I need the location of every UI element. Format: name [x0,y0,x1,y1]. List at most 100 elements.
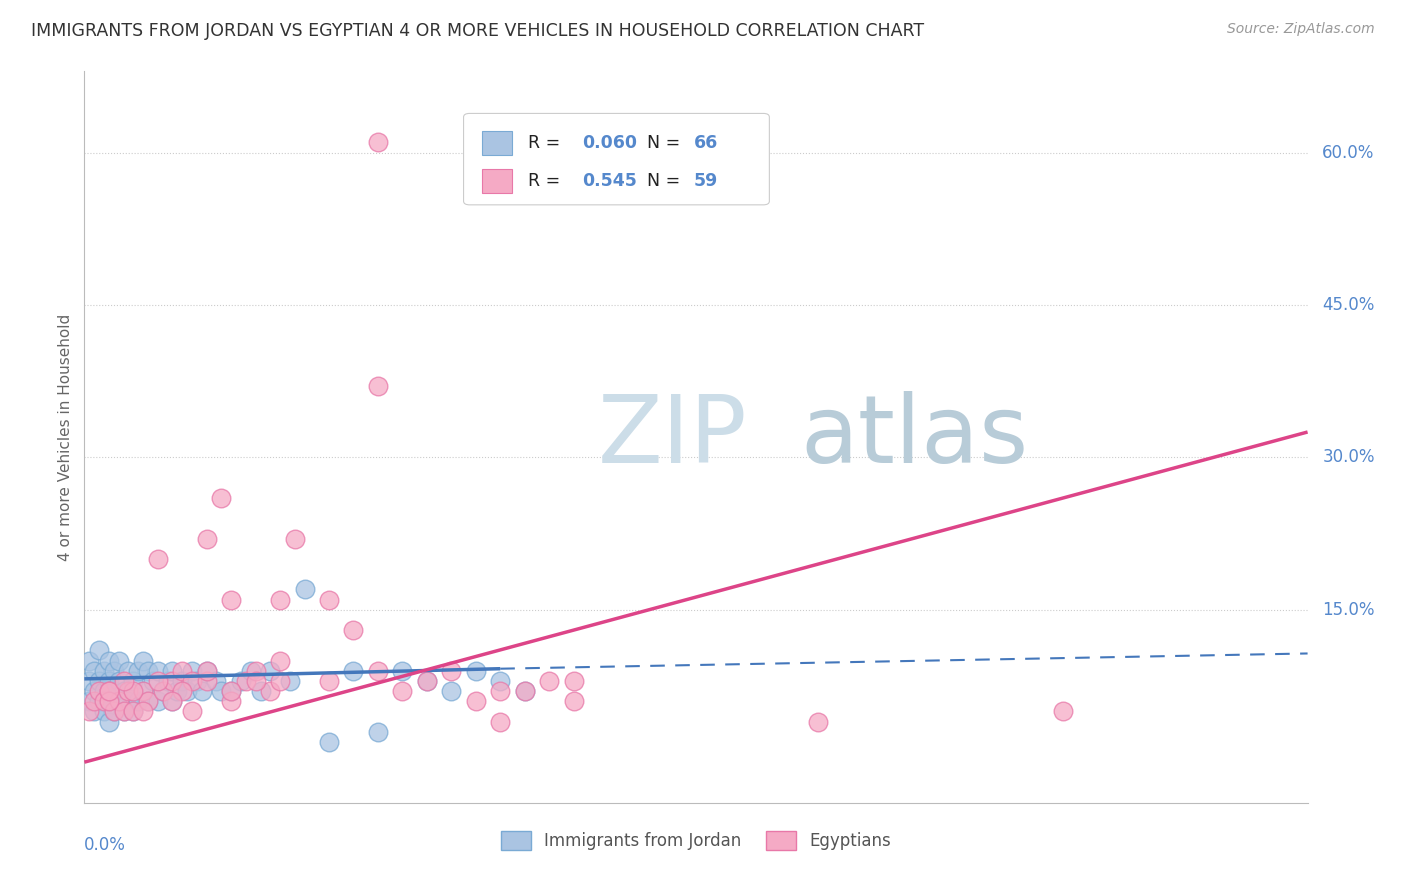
Point [156,673,179,688]
Text: 66: 66 [693,134,718,152]
Text: N =: N = [647,134,686,152]
Text: atlas: atlas [800,391,1028,483]
Point [122,684,145,698]
Point [269,654,291,668]
Point [103,705,125,719]
Point [77,654,100,668]
Point [269,592,291,607]
Point [117,684,139,698]
Point [513,684,536,698]
Point [117,664,139,678]
Point [440,664,463,678]
Text: 45.0%: 45.0% [1322,296,1375,314]
Point [152,684,174,698]
Point [77,694,100,708]
Text: 60.0%: 60.0% [1322,144,1375,161]
Point [93,664,115,678]
Point [146,664,169,678]
Point [219,684,242,698]
Point [87,684,110,698]
Text: N =: N = [647,172,686,190]
Point [87,673,110,688]
Point [181,664,204,678]
Point [162,694,184,708]
Point [107,694,129,708]
Point [103,684,125,698]
Point [172,664,194,678]
Text: ZIP: ZIP [598,391,748,483]
Point [122,705,145,719]
Point [97,684,120,698]
Point [181,705,204,719]
Point [146,694,169,708]
Text: 59: 59 [693,172,718,190]
Text: 15.0%: 15.0% [1322,601,1375,619]
Point [103,705,125,719]
Point [513,684,536,698]
Point [77,673,100,688]
Point [172,673,194,688]
Point [195,532,218,546]
Point [538,673,561,688]
Point [259,664,281,678]
Point [83,664,105,678]
Text: 30.0%: 30.0% [1322,449,1375,467]
Point [117,694,139,708]
Point [136,664,159,678]
Point [97,694,120,708]
Point [269,673,291,688]
Point [103,664,125,678]
Point [284,532,307,546]
Point [181,673,204,688]
Point [186,673,208,688]
FancyBboxPatch shape [482,169,513,193]
Point [97,673,120,688]
Y-axis label: 4 or more Vehicles in Household: 4 or more Vehicles in Household [58,313,73,561]
Point [83,705,105,719]
Point [464,664,486,678]
Point [172,684,194,698]
Point [209,684,232,698]
Point [132,705,155,719]
Text: 0.0%: 0.0% [84,836,127,854]
Point [195,664,218,678]
Point [112,684,135,698]
Point [97,684,120,698]
Point [562,673,585,688]
Point [127,694,149,708]
Point [136,694,159,708]
Point [367,136,389,150]
Point [391,684,413,698]
Point [294,582,316,597]
Point [318,673,340,688]
Point [166,684,188,698]
Text: R =: R = [529,134,567,152]
Point [318,735,340,749]
Text: 0.545: 0.545 [582,172,637,190]
Point [122,673,145,688]
Point [229,673,252,688]
Point [416,673,439,688]
Point [93,684,115,698]
Point [489,673,512,688]
Text: R =: R = [529,172,567,190]
Point [93,705,115,719]
Point [132,654,155,668]
Text: Source: ZipAtlas.com: Source: ZipAtlas.com [1227,22,1375,37]
Point [367,379,389,393]
Point [278,673,301,688]
Point [391,664,413,678]
Point [219,684,242,698]
Point [162,694,184,708]
Point [112,705,135,719]
Point [83,694,105,708]
Point [112,705,135,719]
Text: 0.060: 0.060 [582,134,637,152]
Point [342,664,364,678]
Point [97,694,120,708]
Point [122,705,145,719]
Point [142,673,165,688]
Point [342,623,364,637]
Point [416,673,439,688]
Point [489,714,512,729]
